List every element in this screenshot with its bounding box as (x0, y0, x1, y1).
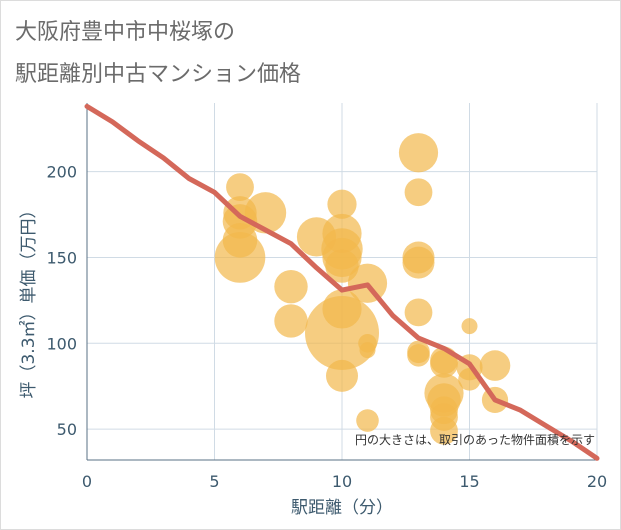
data-bubble (274, 269, 308, 304)
y-tick-label: 200 (46, 163, 77, 182)
grid (86, 103, 598, 461)
y-axis-label: 坪（3.3㎡）単価（万円） (19, 201, 39, 398)
x-axis-label: 駅距離（分） (291, 498, 393, 518)
size-annotation: 円の大きさは、取引のあった物件面積を示す (355, 432, 595, 447)
data-bubble (430, 416, 458, 445)
data-bubble (430, 349, 458, 378)
data-bubble (398, 133, 439, 173)
data-bubble (407, 344, 430, 367)
x-tick-label: 10 (332, 472, 352, 491)
trend-line (84, 103, 600, 461)
x-tick-label: 5 (209, 472, 219, 491)
y-tick-label: 100 (46, 334, 77, 353)
data-bubble (479, 350, 511, 381)
data-bubble (461, 318, 478, 335)
tick-labels: 0 5 10 15 20 50 100 150 200 (46, 163, 607, 491)
y-tick-label: 50 (57, 420, 77, 439)
data-bubble (327, 189, 357, 219)
data-bubble (326, 359, 358, 392)
bubble-layer (214, 133, 511, 445)
data-bubble (404, 178, 433, 207)
data-bubble (402, 246, 435, 279)
data-bubble (359, 342, 376, 359)
data-bubble (274, 304, 308, 338)
data-bubble (356, 409, 379, 432)
data-bubble (214, 232, 266, 283)
chart-title-line2: 駅距離別中古マンション価格 (15, 62, 302, 87)
data-bubble (226, 173, 254, 202)
chart-title-line1: 大阪府豊中市中桜塚の (15, 20, 236, 45)
data-bubble (404, 298, 433, 327)
trend-line-layer (84, 103, 600, 461)
y-tick-label: 150 (46, 248, 77, 267)
x-tick-label: 15 (459, 472, 479, 491)
x-tick-label: 0 (82, 472, 92, 491)
x-tick-label: 20 (587, 472, 607, 491)
data-bubble (305, 295, 379, 370)
